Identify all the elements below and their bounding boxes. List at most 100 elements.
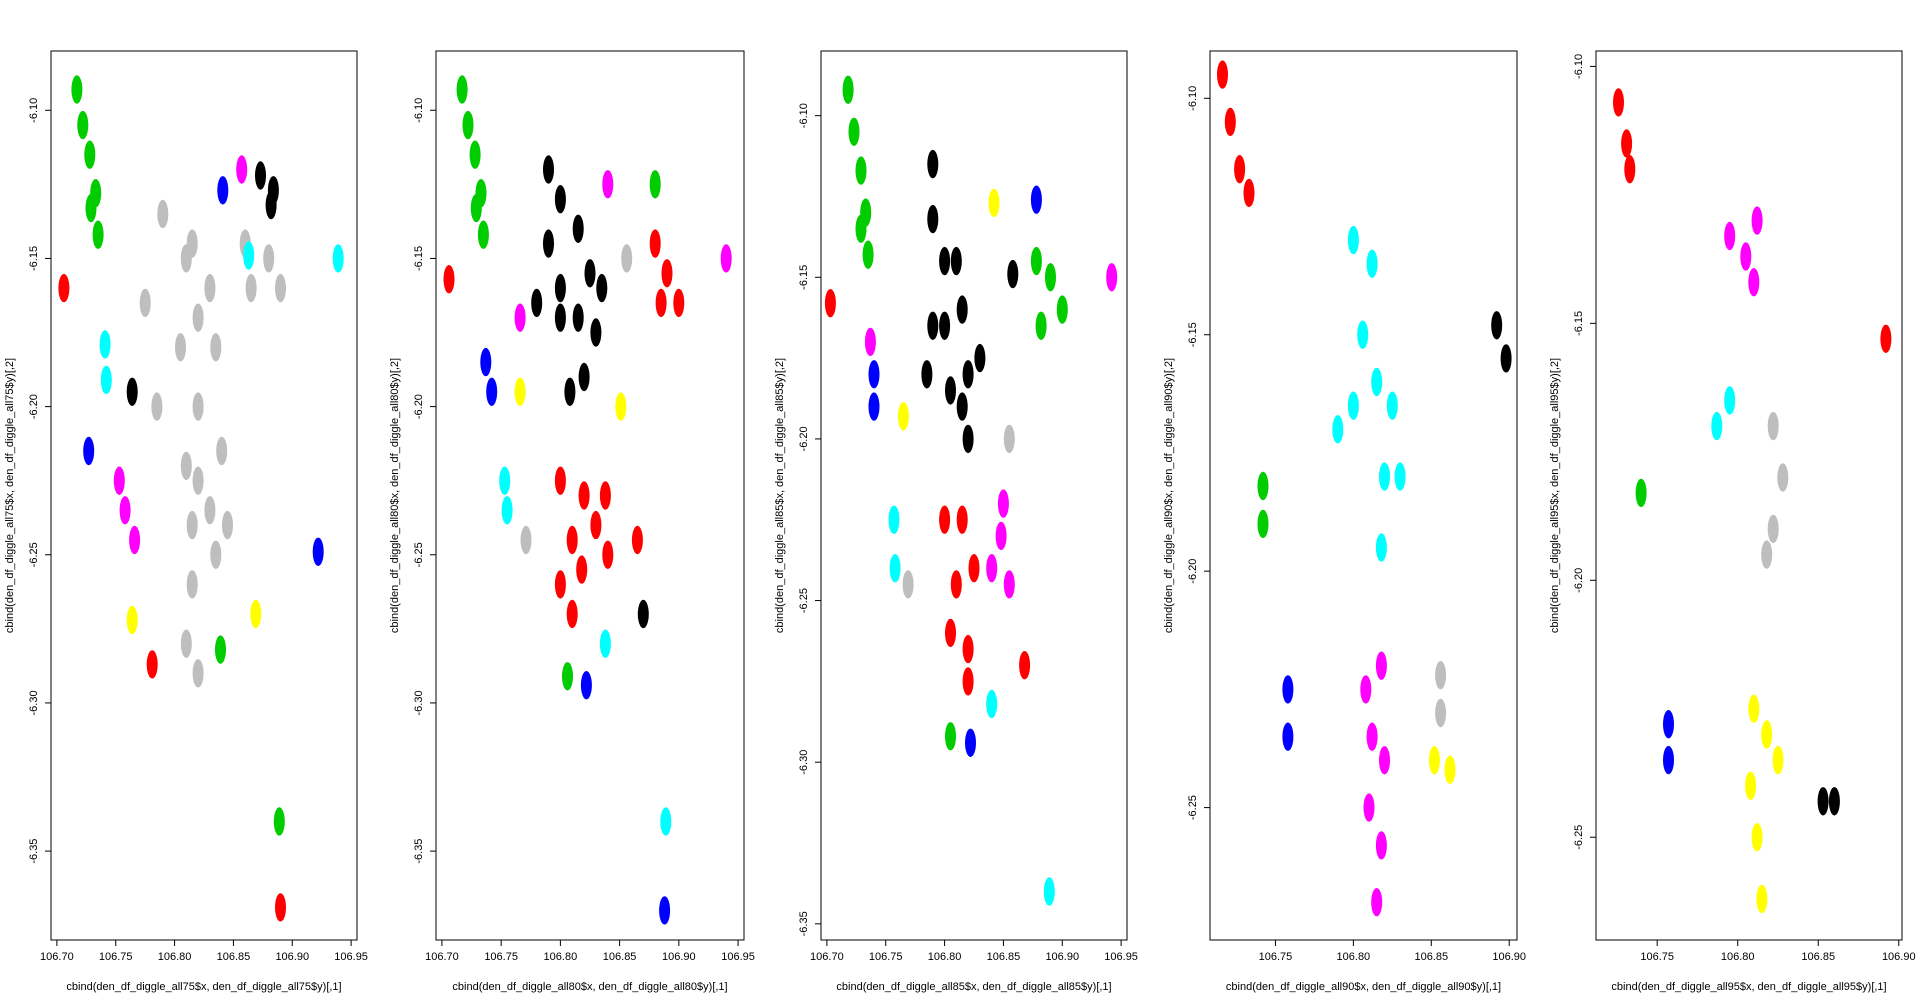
- density-blob: [1224, 107, 1236, 137]
- density-blob: [531, 288, 543, 318]
- density-blob: [950, 246, 962, 276]
- y-tick-label: -6.25: [28, 542, 40, 567]
- density-cluster: [83, 176, 324, 566]
- x-tick-label: 106.85: [217, 951, 251, 963]
- density-blob: [1007, 259, 1019, 289]
- density-cluster: [1428, 746, 1456, 784]
- density-cluster: [824, 289, 1031, 696]
- x-tick-label: 106.80: [544, 951, 578, 963]
- density-blob: [1624, 155, 1636, 184]
- density-blob: [92, 220, 104, 249]
- density-cluster: [1745, 694, 1784, 914]
- density-cluster: [1817, 787, 1840, 816]
- density-blob: [564, 377, 576, 406]
- density-blob: [462, 110, 474, 140]
- density-blob: [1347, 225, 1359, 255]
- y-tick-label: -6.20: [798, 426, 810, 451]
- density-cluster: [99, 241, 344, 395]
- density-cluster: [480, 347, 671, 925]
- density-cluster: [1435, 661, 1447, 728]
- y-tick-label: -6.10: [1187, 86, 1199, 111]
- x-tick-label: 106.75: [1259, 951, 1293, 963]
- density-cluster: [888, 505, 1055, 906]
- density-blob: [255, 161, 266, 190]
- density-cluster: [1711, 386, 1736, 441]
- density-blob: [71, 75, 83, 104]
- density-blob: [995, 521, 1007, 551]
- x-tick-label: 106.85: [1801, 951, 1835, 963]
- density-blob: [554, 303, 566, 332]
- x-axis-label: cbind(den_df_diggle_all95$x, den_df_digg…: [1611, 981, 1886, 993]
- density-blob: [945, 722, 956, 751]
- x-tick-label: 106.90: [275, 951, 309, 963]
- density-blob: [1663, 745, 1674, 775]
- x-tick-label: 106.90: [1882, 951, 1916, 963]
- density-blob: [1282, 675, 1294, 704]
- density-blob: [1394, 462, 1406, 491]
- x-tick-label: 106.70: [810, 951, 844, 963]
- density-cluster: [1217, 60, 1255, 208]
- density-blob: [1761, 720, 1773, 749]
- density-blob: [927, 204, 939, 234]
- density-cluster: [1360, 651, 1390, 917]
- density-blob: [85, 193, 97, 223]
- density-blob: [1003, 570, 1015, 599]
- x-tick-label: 106.80: [158, 951, 192, 963]
- density-blob: [1386, 391, 1398, 420]
- density-blob: [1375, 651, 1387, 680]
- density-cluster: [139, 199, 286, 688]
- density-blob: [590, 510, 602, 540]
- plot-frame: [820, 50, 1128, 941]
- density-blob: [986, 689, 998, 719]
- x-tick-label: 106.95: [1104, 951, 1138, 963]
- density-blob: [113, 466, 125, 495]
- density-blob: [864, 327, 876, 357]
- density-blob: [1711, 411, 1723, 441]
- density-blob: [480, 347, 492, 377]
- plot-frame: [50, 50, 358, 941]
- density-blob: [596, 273, 608, 303]
- density-blob: [1772, 745, 1784, 775]
- x-tick-label: 106.90: [1045, 951, 1079, 963]
- density-blob: [566, 525, 578, 555]
- x-tick-label: 106.85: [987, 951, 1021, 963]
- density-blob: [477, 220, 489, 249]
- density-blob: [84, 140, 96, 169]
- density-blob: [602, 540, 614, 569]
- y-tick-label: -6.25: [798, 588, 810, 613]
- density-blob: [222, 510, 233, 540]
- density-cluster: [520, 244, 633, 555]
- density-blob: [649, 229, 661, 258]
- density-blob: [554, 185, 566, 214]
- y-tick-label: -6.35: [798, 911, 810, 936]
- density-blob: [1035, 311, 1047, 340]
- density-blob: [945, 618, 956, 648]
- density-blob: [956, 295, 968, 324]
- density-blob: [192, 392, 204, 421]
- density-blob: [599, 629, 611, 658]
- density-blob: [1045, 263, 1056, 292]
- density-blob: [1043, 877, 1055, 906]
- density-blob: [578, 362, 590, 392]
- y-tick-label: -6.20: [28, 394, 40, 419]
- density-blob: [1366, 249, 1378, 278]
- density-cluster: [514, 170, 732, 332]
- density-blob: [1030, 185, 1042, 214]
- density-blob: [578, 481, 590, 510]
- y-tick-label: -6.10: [798, 103, 810, 128]
- density-blob: [180, 244, 192, 273]
- density-blob: [204, 273, 216, 303]
- density-blob: [902, 570, 914, 599]
- density-blob: [1748, 694, 1760, 723]
- y-tick-label: -6.15: [413, 246, 425, 271]
- density-blob: [1621, 129, 1633, 158]
- density-blob: [572, 303, 584, 332]
- density-blob: [659, 896, 671, 925]
- density-cluster: [921, 149, 1019, 454]
- density-cluster: [868, 185, 1042, 757]
- density-blob: [855, 156, 867, 185]
- density-blob: [1500, 344, 1512, 373]
- density-blob: [962, 667, 974, 696]
- density-blob: [126, 605, 138, 635]
- density-blob: [192, 466, 204, 495]
